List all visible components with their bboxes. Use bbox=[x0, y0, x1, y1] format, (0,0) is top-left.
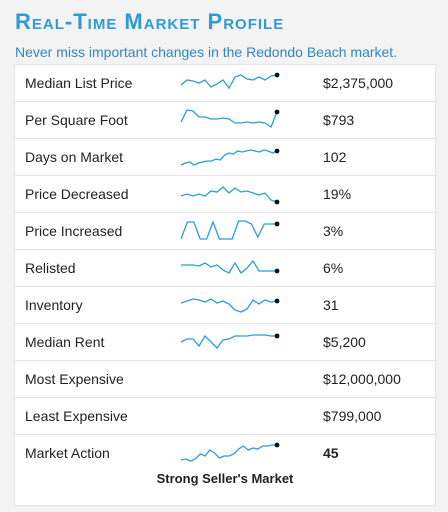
sparkline-latest-point bbox=[274, 298, 280, 304]
row-label: Least Expensive bbox=[25, 408, 128, 424]
row-label: Days on Market bbox=[25, 149, 124, 165]
market-stats-table: Median List Price $2,375,000 Per Square … bbox=[14, 64, 436, 506]
row-least-expensive: Least Expensive $799,000 bbox=[15, 398, 435, 435]
sparkline-inventory bbox=[180, 298, 280, 313]
row-label: Relisted bbox=[25, 260, 76, 276]
row-label: Market Action bbox=[25, 445, 110, 461]
row-value: 102 bbox=[323, 149, 347, 165]
row-label: Most Expensive bbox=[25, 371, 124, 387]
row-value: 6% bbox=[323, 260, 344, 276]
sparkline-path bbox=[180, 334, 277, 349]
row-label: Inventory bbox=[25, 297, 83, 313]
row-value: 3% bbox=[323, 223, 344, 239]
row-inventory: Inventory 31 bbox=[15, 287, 435, 324]
row-relisted: Relisted 6% bbox=[15, 250, 435, 287]
row-value: $12,000,000 bbox=[323, 371, 401, 387]
row-label: Median Rent bbox=[25, 334, 105, 350]
sparkline-latest-point bbox=[274, 109, 280, 115]
sparkline-latest-point bbox=[274, 268, 280, 274]
market-action-score: 45 bbox=[323, 445, 339, 461]
sparkline-latest-point bbox=[274, 333, 280, 339]
row-price-decreased: Price Decreased 19% bbox=[15, 176, 435, 213]
row-value: $2,375,000 bbox=[323, 75, 394, 91]
row-days-on-market: Days on Market 102 bbox=[15, 139, 435, 176]
row-value: 19% bbox=[323, 186, 352, 202]
row-value: $793 bbox=[323, 112, 355, 128]
sparkline-latest-point bbox=[274, 148, 280, 154]
row-value: $5,200 bbox=[323, 334, 366, 350]
row-median-list-price: Median List Price $2,375,000 bbox=[15, 65, 435, 102]
sparkline-latest-point bbox=[274, 72, 280, 78]
row-median-rent: Median Rent $5,200 bbox=[15, 324, 435, 361]
sparkline-median-list-price bbox=[180, 72, 280, 90]
row-value: 31 bbox=[323, 297, 339, 313]
page-subtitle: Never miss important changes in the Redo… bbox=[15, 44, 398, 60]
row-value: $799,000 bbox=[323, 408, 382, 424]
sparkline-latest-point bbox=[274, 199, 280, 205]
sparkline-path bbox=[180, 186, 278, 203]
row-price-increased: Price Increased 3% bbox=[15, 213, 435, 250]
sparkline-days-on-market bbox=[180, 148, 280, 166]
row-label: Price Decreased bbox=[25, 186, 129, 202]
sparkline-path bbox=[180, 298, 278, 313]
market-condition-label: Strong Seller's Market bbox=[156, 471, 294, 486]
row-most-expensive: Most Expensive $12,000,000 bbox=[15, 361, 435, 398]
sparkline-path bbox=[180, 444, 277, 462]
sparkline-path bbox=[181, 259, 277, 274]
page-title: Real-Time Market Profile bbox=[15, 9, 285, 34]
row-market-action: Market Action 45 bbox=[15, 435, 435, 471]
sparkline-price-increased bbox=[180, 220, 280, 240]
row-per-square-foot: Per Square Foot $793 bbox=[15, 102, 435, 139]
sparkline-path bbox=[180, 74, 278, 90]
sparkline-price-decreased bbox=[180, 186, 280, 205]
sparkline-market-action bbox=[180, 442, 280, 462]
sparkline-latest-point bbox=[274, 221, 280, 227]
sparkline-median-rent bbox=[180, 333, 280, 349]
row-label: Per Square Foot bbox=[25, 112, 128, 128]
sparkline-relisted bbox=[181, 259, 280, 274]
sparkline-path bbox=[180, 220, 277, 240]
row-label: Price Increased bbox=[25, 223, 123, 239]
sparkline-path bbox=[180, 149, 278, 166]
sparkline-path bbox=[180, 109, 278, 128]
sparkline-latest-point bbox=[274, 442, 280, 448]
row-label: Median List Price bbox=[25, 75, 133, 91]
sparkline-per-square-foot bbox=[180, 109, 280, 128]
